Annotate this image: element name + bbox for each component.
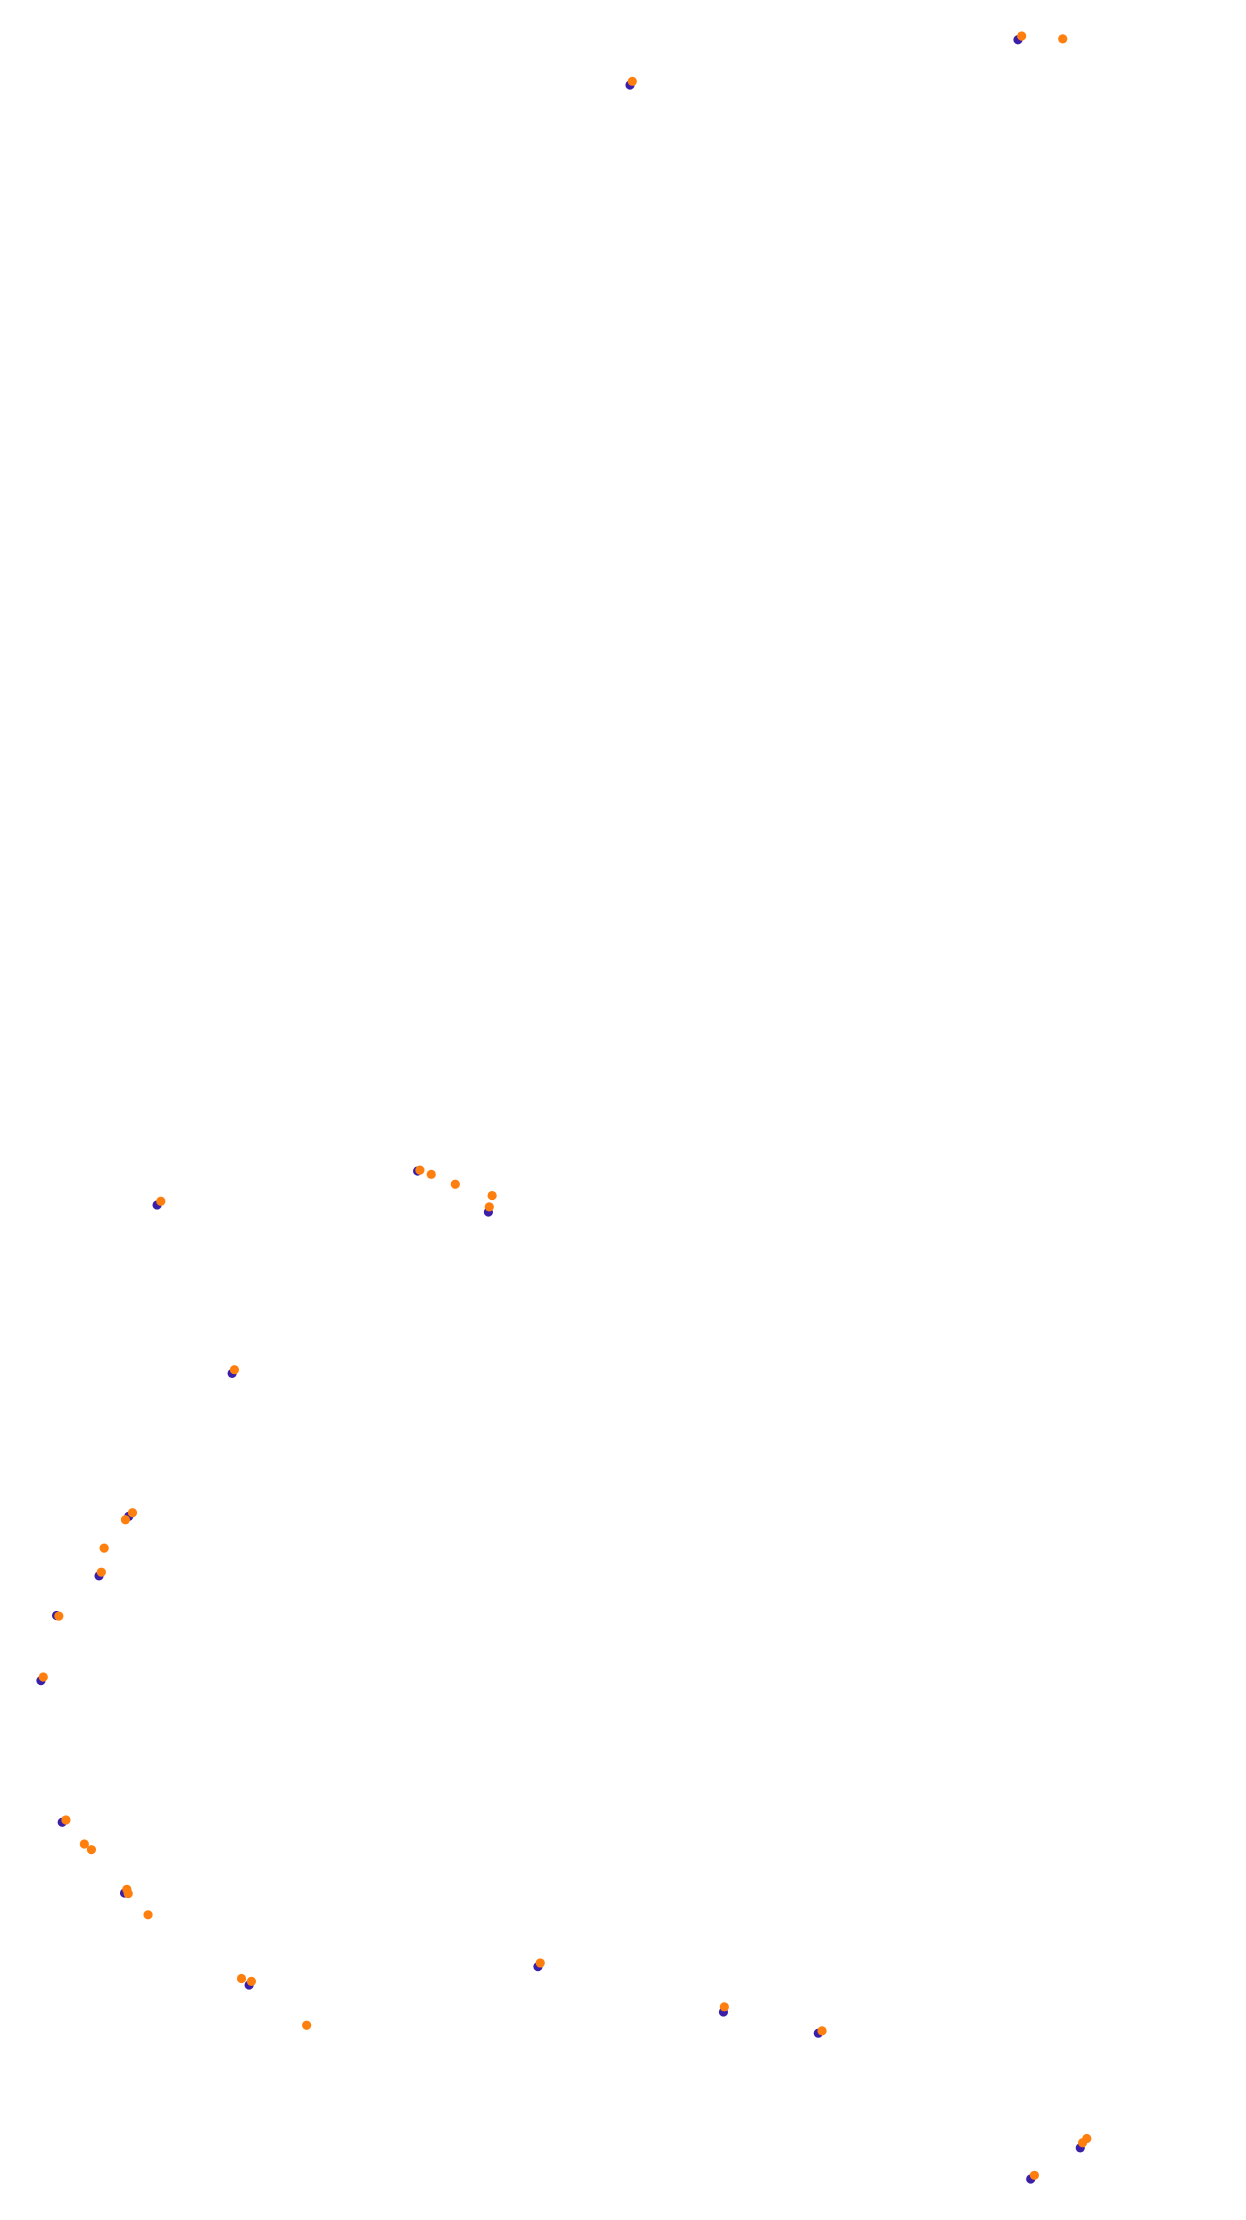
series-2-point-28 (817, 2026, 827, 2036)
series-2-point-25 (302, 2020, 312, 2030)
series-2-point-17 (61, 1815, 71, 1825)
series-2-point-16 (38, 1672, 48, 1682)
series-1 (36, 35, 1085, 2184)
series-2-point-22 (143, 1910, 153, 1920)
series-2-point-23 (236, 1973, 247, 1984)
series-2-point-6 (450, 1179, 460, 1189)
series-2-point-14 (96, 1567, 106, 1577)
series-2-point-27 (719, 2002, 729, 2012)
series-2-point-4 (415, 1165, 425, 1175)
series-2-point-15 (54, 1611, 64, 1621)
series-2-point-24 (246, 1976, 257, 1986)
series-2-point-31 (1029, 2170, 1040, 2180)
series-2-point-19 (86, 1845, 97, 1855)
series-2 (38, 31, 1092, 2180)
series-2-point-21 (123, 1888, 133, 1899)
series-2-point-3 (627, 76, 637, 86)
series-2-point-7 (487, 1190, 497, 1201)
series-2-point-11 (120, 1515, 130, 1525)
series-2-point-18 (79, 1839, 89, 1849)
series-2-point-30 (1077, 2138, 1088, 2148)
series-2-point-26 (535, 1958, 545, 1968)
series-2-point-9 (156, 1196, 166, 1206)
series-2-point-1 (1017, 31, 1027, 41)
series-2-point-5 (426, 1169, 436, 1179)
series-2-point-10 (229, 1365, 240, 1375)
series-2-point-13 (99, 1543, 109, 1553)
series-2-point-12 (127, 1508, 138, 1518)
series-2-point-8 (484, 1202, 494, 1212)
series-2-point-2 (1058, 34, 1068, 44)
